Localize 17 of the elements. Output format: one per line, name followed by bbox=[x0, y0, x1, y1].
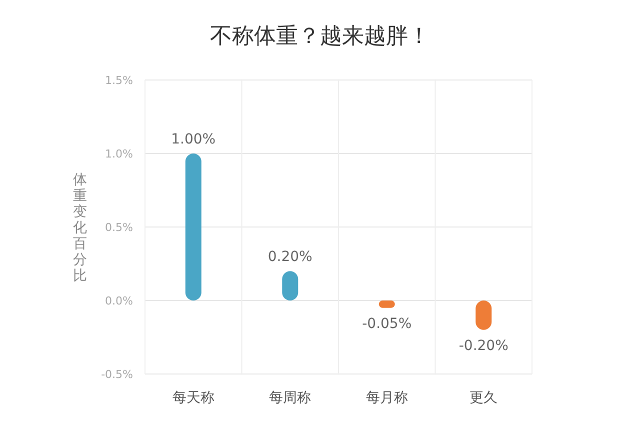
x-tick-label: 每月称 bbox=[366, 390, 408, 406]
y-tick-label: 1.0% bbox=[105, 148, 133, 160]
x-tick-label: 每天称 bbox=[172, 390, 214, 406]
y-tick-label: -0.5% bbox=[101, 368, 133, 381]
data-label: 0.20% bbox=[268, 249, 312, 266]
bar bbox=[185, 154, 202, 300]
y-tick-label: 1.5% bbox=[105, 74, 133, 87]
y-axis-title: 体重变化百分比 bbox=[73, 172, 87, 284]
x-tick-label: 更久 bbox=[470, 390, 498, 406]
x-tick-label: 每周称 bbox=[269, 390, 312, 406]
y-tick-label: 0.0% bbox=[105, 294, 133, 308]
chart-title: 不称体重？越来越胖！ bbox=[210, 24, 430, 49]
bar bbox=[378, 300, 395, 308]
y-tick-label: 0.5% bbox=[105, 221, 133, 234]
data-label: -0.20% bbox=[458, 338, 508, 354]
data-label: -0.05% bbox=[362, 316, 412, 332]
data-label: 1.00% bbox=[171, 132, 216, 148]
